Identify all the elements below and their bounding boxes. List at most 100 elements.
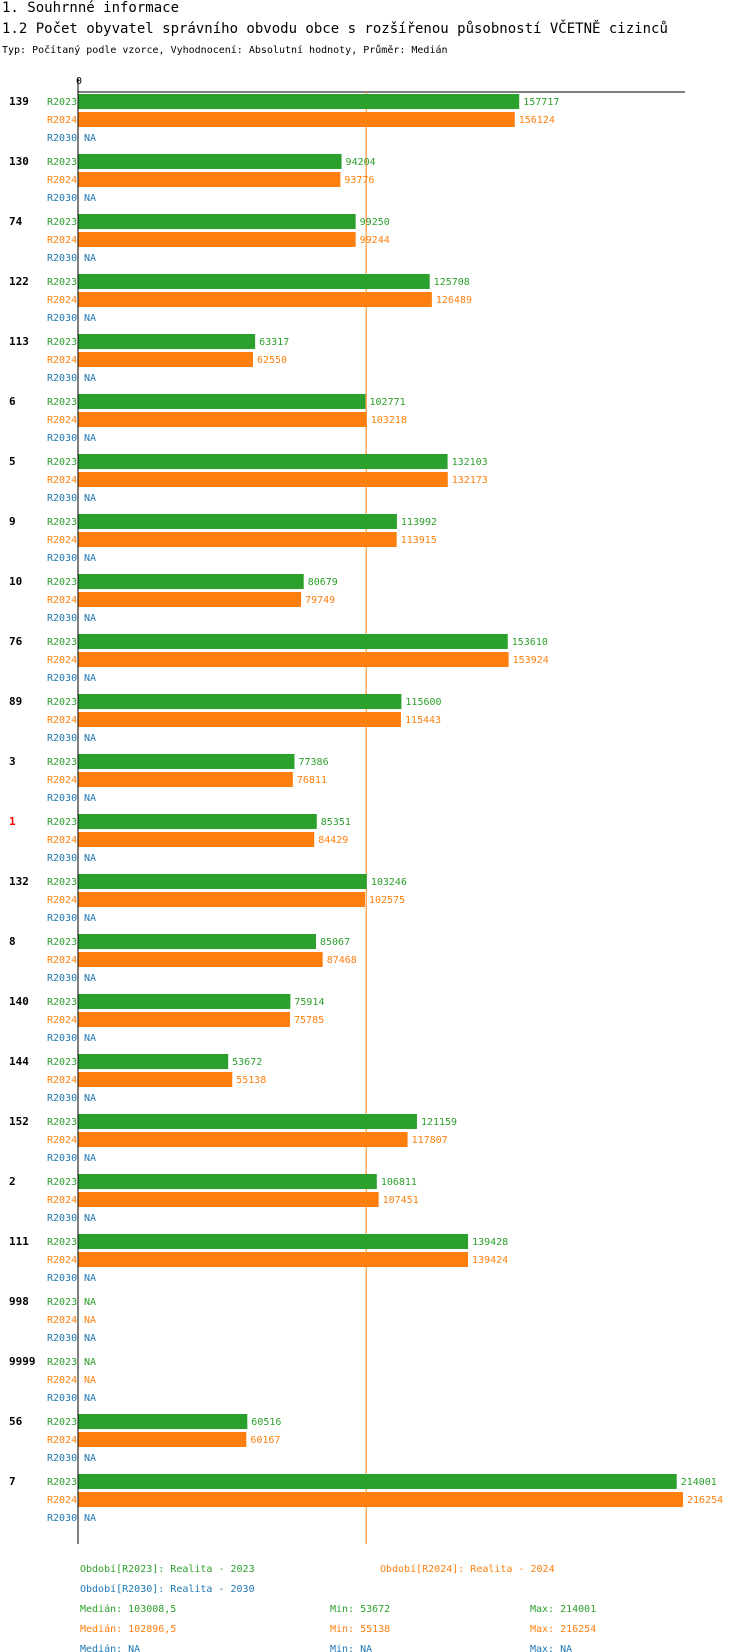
bar bbox=[78, 952, 323, 967]
series-label: R2024 bbox=[47, 535, 77, 546]
series-label: R2024 bbox=[47, 415, 77, 426]
bar bbox=[78, 772, 293, 787]
bar-value-na: NA bbox=[84, 1273, 96, 1284]
bar bbox=[78, 832, 315, 847]
series-label: R2023 bbox=[47, 1057, 77, 1068]
bar bbox=[78, 1132, 408, 1147]
series-label: R2030 bbox=[47, 253, 77, 264]
series-label: R2030 bbox=[47, 493, 77, 504]
bar bbox=[78, 292, 432, 307]
section-title: 1. Souhrnné informace bbox=[2, 0, 180, 16]
category-label: 9 bbox=[9, 515, 16, 528]
series-label: R2023 bbox=[47, 937, 77, 948]
series-label: R2023 bbox=[47, 1357, 77, 1368]
bar bbox=[78, 334, 256, 349]
series-label: R2023 bbox=[47, 97, 77, 108]
category-label: 74 bbox=[9, 215, 23, 228]
category-label: 152 bbox=[9, 1115, 29, 1128]
series-label: R2023 bbox=[47, 1117, 77, 1128]
bar-value-na: NA bbox=[84, 1315, 96, 1326]
series-label: R2030 bbox=[47, 1153, 77, 1164]
series-label: R2024 bbox=[47, 955, 77, 966]
bar-value-label: 60516 bbox=[251, 1417, 281, 1428]
stat-max: Max: NA bbox=[530, 1644, 572, 1652]
series-label: R2030 bbox=[47, 973, 77, 984]
series-label: R2030 bbox=[47, 1393, 77, 1404]
bar-value-label: 93776 bbox=[344, 175, 374, 186]
series-label: R2024 bbox=[47, 1075, 77, 1086]
bar-value-label: 102575 bbox=[369, 895, 405, 906]
stat-max: Max: 214001 bbox=[530, 1604, 596, 1615]
series-label: R2023 bbox=[47, 517, 77, 528]
bar-value-label: 99250 bbox=[360, 217, 390, 228]
bar-value-label: 75914 bbox=[294, 997, 324, 1008]
bar-value-na: NA bbox=[84, 313, 96, 324]
category-label: 76 bbox=[9, 635, 23, 648]
category-label: 144 bbox=[9, 1055, 29, 1068]
bar-value-na: NA bbox=[84, 493, 96, 504]
series-label: R2023 bbox=[47, 1417, 77, 1428]
bar bbox=[78, 472, 448, 487]
category-label: 10 bbox=[9, 575, 22, 588]
category-label: 122 bbox=[9, 275, 29, 288]
legend-r2030: Období[R2030]: Realita - 2030 bbox=[80, 1583, 255, 1595]
series-label: R2024 bbox=[47, 235, 77, 246]
bar bbox=[78, 532, 397, 547]
series-label: R2024 bbox=[47, 115, 77, 126]
series-label: R2023 bbox=[47, 457, 77, 468]
series-label: R2024 bbox=[47, 835, 77, 846]
bar bbox=[78, 394, 366, 409]
series-label: R2023 bbox=[47, 397, 77, 408]
bar bbox=[78, 232, 356, 247]
bar-value-na: NA bbox=[84, 793, 96, 804]
category-label: 5 bbox=[9, 455, 16, 468]
bar bbox=[78, 214, 356, 229]
series-label: R2030 bbox=[47, 613, 77, 624]
bar-value-label: 53672 bbox=[232, 1057, 262, 1068]
bar bbox=[78, 1012, 291, 1027]
series-label: R2030 bbox=[47, 1273, 77, 1284]
series-label: R2023 bbox=[47, 997, 77, 1008]
series-label: R2030 bbox=[47, 1093, 77, 1104]
bar-value-na: NA bbox=[84, 1357, 96, 1368]
bar-value-label: 113992 bbox=[401, 517, 437, 528]
bar-value-label: 139424 bbox=[472, 1255, 508, 1266]
bar-value-label: 102771 bbox=[370, 397, 406, 408]
series-label: R2030 bbox=[47, 1213, 77, 1224]
series-label: R2023 bbox=[47, 1477, 77, 1488]
series-label: R2024 bbox=[47, 1135, 77, 1146]
bar-value-label: 62550 bbox=[257, 355, 287, 366]
series-label: R2024 bbox=[47, 1495, 77, 1506]
bar bbox=[78, 694, 402, 709]
bar-value-label: 121159 bbox=[421, 1117, 457, 1128]
bar-value-label: 84429 bbox=[318, 835, 348, 846]
bar bbox=[78, 574, 304, 589]
bar-value-na: NA bbox=[84, 673, 96, 684]
bar bbox=[78, 514, 397, 529]
series-label: R2024 bbox=[47, 355, 77, 366]
bar bbox=[78, 1432, 247, 1447]
bar-value-label: 117807 bbox=[412, 1135, 448, 1146]
bar-value-label: 87468 bbox=[327, 955, 357, 966]
series-label: R2024 bbox=[47, 1255, 77, 1266]
axis-zero-label: 0 bbox=[76, 76, 82, 87]
stat-max: Max: 216254 bbox=[530, 1624, 596, 1635]
category-label: 1 bbox=[9, 815, 16, 828]
category-label: 140 bbox=[9, 995, 29, 1008]
legend-r2023: Období[R2023]: Realita - 2023 bbox=[80, 1563, 255, 1575]
series-label: R2030 bbox=[47, 433, 77, 444]
bar bbox=[78, 454, 448, 469]
stat-median: Medián: NA bbox=[80, 1643, 140, 1652]
category-label: 130 bbox=[9, 155, 29, 168]
series-label: R2023 bbox=[47, 637, 77, 648]
bar-value-label: 79749 bbox=[305, 595, 335, 606]
bar-value-label: 115443 bbox=[405, 715, 441, 726]
category-label: 111 bbox=[9, 1235, 29, 1248]
bar bbox=[78, 934, 316, 949]
bar-value-label: 99244 bbox=[360, 235, 390, 246]
bar-value-label: 75785 bbox=[294, 1015, 324, 1026]
series-label: R2030 bbox=[47, 1453, 77, 1464]
series-label: R2030 bbox=[47, 1513, 77, 1524]
category-label: 998 bbox=[9, 1295, 29, 1308]
